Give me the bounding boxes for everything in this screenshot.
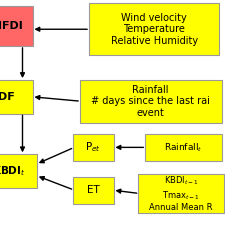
- Text: DF: DF: [0, 92, 15, 102]
- Text: MFDI: MFDI: [0, 21, 23, 31]
- FancyBboxPatch shape: [0, 80, 33, 114]
- FancyBboxPatch shape: [0, 154, 37, 188]
- FancyBboxPatch shape: [138, 174, 224, 213]
- FancyBboxPatch shape: [73, 134, 114, 161]
- Text: KBDI$_{t-1}$
Tmax$_{t-1}$
Annual Mean R: KBDI$_{t-1}$ Tmax$_{t-1}$ Annual Mean R: [149, 175, 213, 212]
- Text: Wind velocity
Temperature
Relative Humidity: Wind velocity Temperature Relative Humid…: [110, 13, 198, 46]
- Text: ET: ET: [87, 185, 100, 195]
- Text: P$_{et}$: P$_{et}$: [86, 140, 101, 154]
- FancyBboxPatch shape: [73, 177, 114, 204]
- Text: KBDI$_t$: KBDI$_t$: [0, 164, 26, 178]
- FancyBboxPatch shape: [0, 6, 33, 46]
- FancyBboxPatch shape: [89, 3, 219, 55]
- FancyBboxPatch shape: [145, 134, 222, 161]
- Text: Rainfall
# days since the last rai
event: Rainfall # days since the last rai event: [91, 85, 210, 118]
- Text: Rainfall$_t$: Rainfall$_t$: [164, 141, 202, 154]
- FancyBboxPatch shape: [80, 80, 222, 123]
